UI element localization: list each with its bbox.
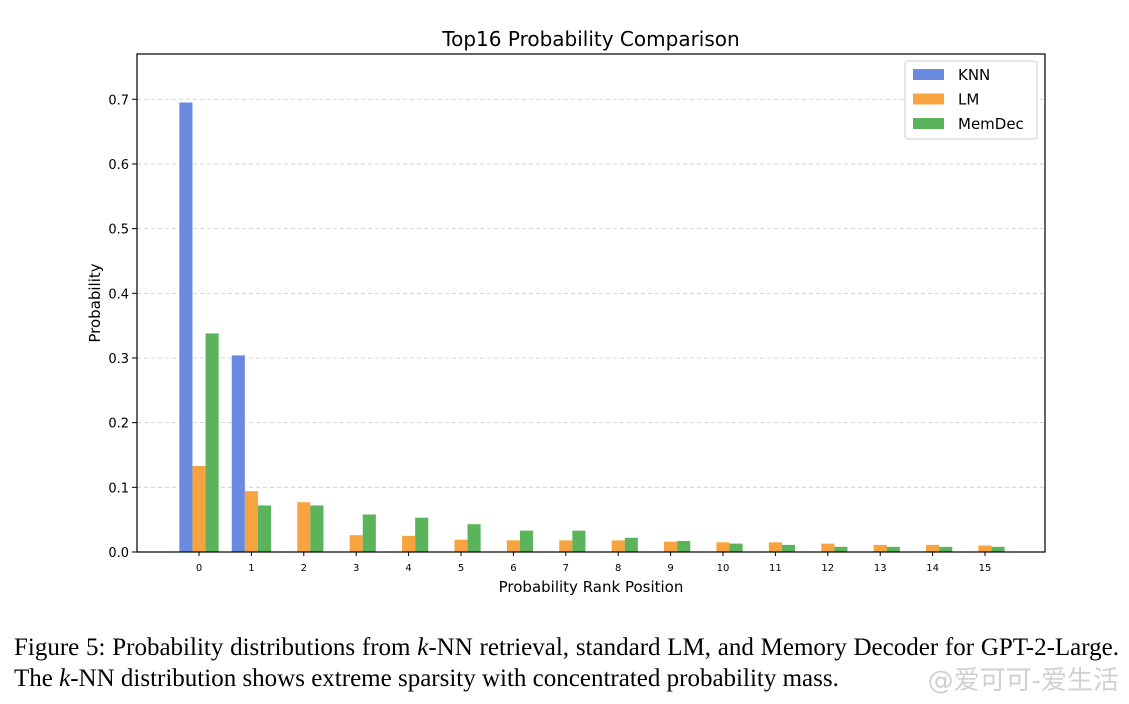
bar-chart: 0.00.10.20.30.40.50.60.7 0 1 2 3 4 5 6 7 8 9 10 11 1… [0, 0, 1129, 620]
bar-memdec [206, 333, 219, 552]
caption-k-italic: k [59, 665, 70, 692]
bar-lm [978, 546, 991, 552]
bar-lm [769, 542, 782, 552]
bar-memdec [677, 541, 690, 552]
bar-memdec [572, 531, 585, 552]
y-tick-label: 0.3 [108, 352, 129, 367]
x-tick-label: 2 [301, 563, 307, 574]
x-tick-label: 10 [717, 563, 730, 574]
caption-prefix: Figure 5: Probability distributions from [14, 634, 417, 661]
caption-k-italic: k [417, 634, 428, 661]
bar-lm [297, 502, 310, 552]
bar-lm [559, 540, 572, 552]
y-tick-label: 0.4 [108, 287, 129, 302]
bar-memdec [310, 505, 323, 552]
bar-lm [926, 545, 939, 552]
y-tick-label: 0.1 [108, 481, 129, 496]
x-tick-label: 6 [510, 563, 516, 574]
watermark: @爱可可-爱生活 [928, 660, 1119, 697]
bar-lm [192, 466, 205, 552]
y-tick-label: 0.5 [108, 223, 129, 238]
y-tick-label: 0.0 [108, 546, 129, 561]
caption-suffix: -NN distribution shows extreme sparsity … [70, 665, 839, 692]
legend-label-memdec: MemDec [958, 115, 1024, 133]
legend-label-knn: KNN [958, 66, 990, 84]
bar-memdec [730, 544, 743, 552]
x-tick-label: 4 [405, 563, 411, 574]
bar-lm [664, 542, 677, 552]
bar-lm [612, 540, 625, 552]
y-tick-label: 0.7 [108, 93, 129, 108]
bar-memdec [625, 538, 638, 552]
x-tick-label: 7 [563, 563, 569, 574]
bar-lm [350, 535, 363, 552]
bar-memdec [258, 505, 271, 552]
bar-memdec [834, 547, 847, 552]
bar-lm [821, 544, 834, 552]
bar-knn [232, 355, 245, 552]
bar-lm [454, 540, 467, 552]
x-tick-label: 9 [667, 563, 673, 574]
legend-swatch-knn [913, 69, 944, 80]
bar-memdec [520, 531, 533, 552]
bar-memdec [992, 547, 1005, 552]
y-tick-label: 0.2 [108, 417, 129, 432]
y-axis-label: Probability [86, 263, 104, 342]
x-tick-label: 14 [926, 563, 939, 574]
x-tick-label: 1 [248, 563, 254, 574]
bar-knn [179, 103, 192, 552]
x-tick-label: 15 [979, 563, 992, 574]
chart-title: Top16 Probability Comparison [441, 27, 739, 51]
bar-lm [874, 545, 887, 552]
legend: KNN LM MemDec [905, 61, 1037, 139]
bar-memdec [782, 545, 795, 552]
y-axis: 0.0 0.1 0.2 0.3 0.4 0.5 0.6 0.7 [108, 93, 137, 561]
x-tick-label: 12 [821, 563, 834, 574]
legend-swatch-lm [913, 94, 944, 105]
legend-label-lm: LM [958, 91, 979, 109]
x-tick-label: 0 [196, 563, 202, 574]
x-tick-label: 11 [769, 563, 782, 574]
x-tick-label: 13 [874, 563, 887, 574]
legend-swatch-memdec [913, 118, 944, 129]
x-tick-label: 5 [458, 563, 464, 574]
y-tick-label: 0.6 [108, 158, 129, 173]
bar-lm [245, 491, 258, 552]
x-axis: 0 1 2 3 4 5 6 7 8 9 10 11 12 13 14 15 [196, 552, 992, 574]
bar-lm [402, 536, 415, 552]
x-axis-label: Probability Rank Position [499, 578, 684, 596]
bar-memdec [468, 524, 481, 552]
bar-lm [507, 540, 520, 552]
x-tick-label: 3 [353, 563, 359, 574]
bar-memdec [415, 518, 428, 552]
bar-lm [716, 542, 729, 552]
x-tick-label: 8 [615, 563, 621, 574]
bar-memdec [887, 547, 900, 552]
bar-memdec [363, 514, 376, 552]
bar-memdec [939, 547, 952, 552]
